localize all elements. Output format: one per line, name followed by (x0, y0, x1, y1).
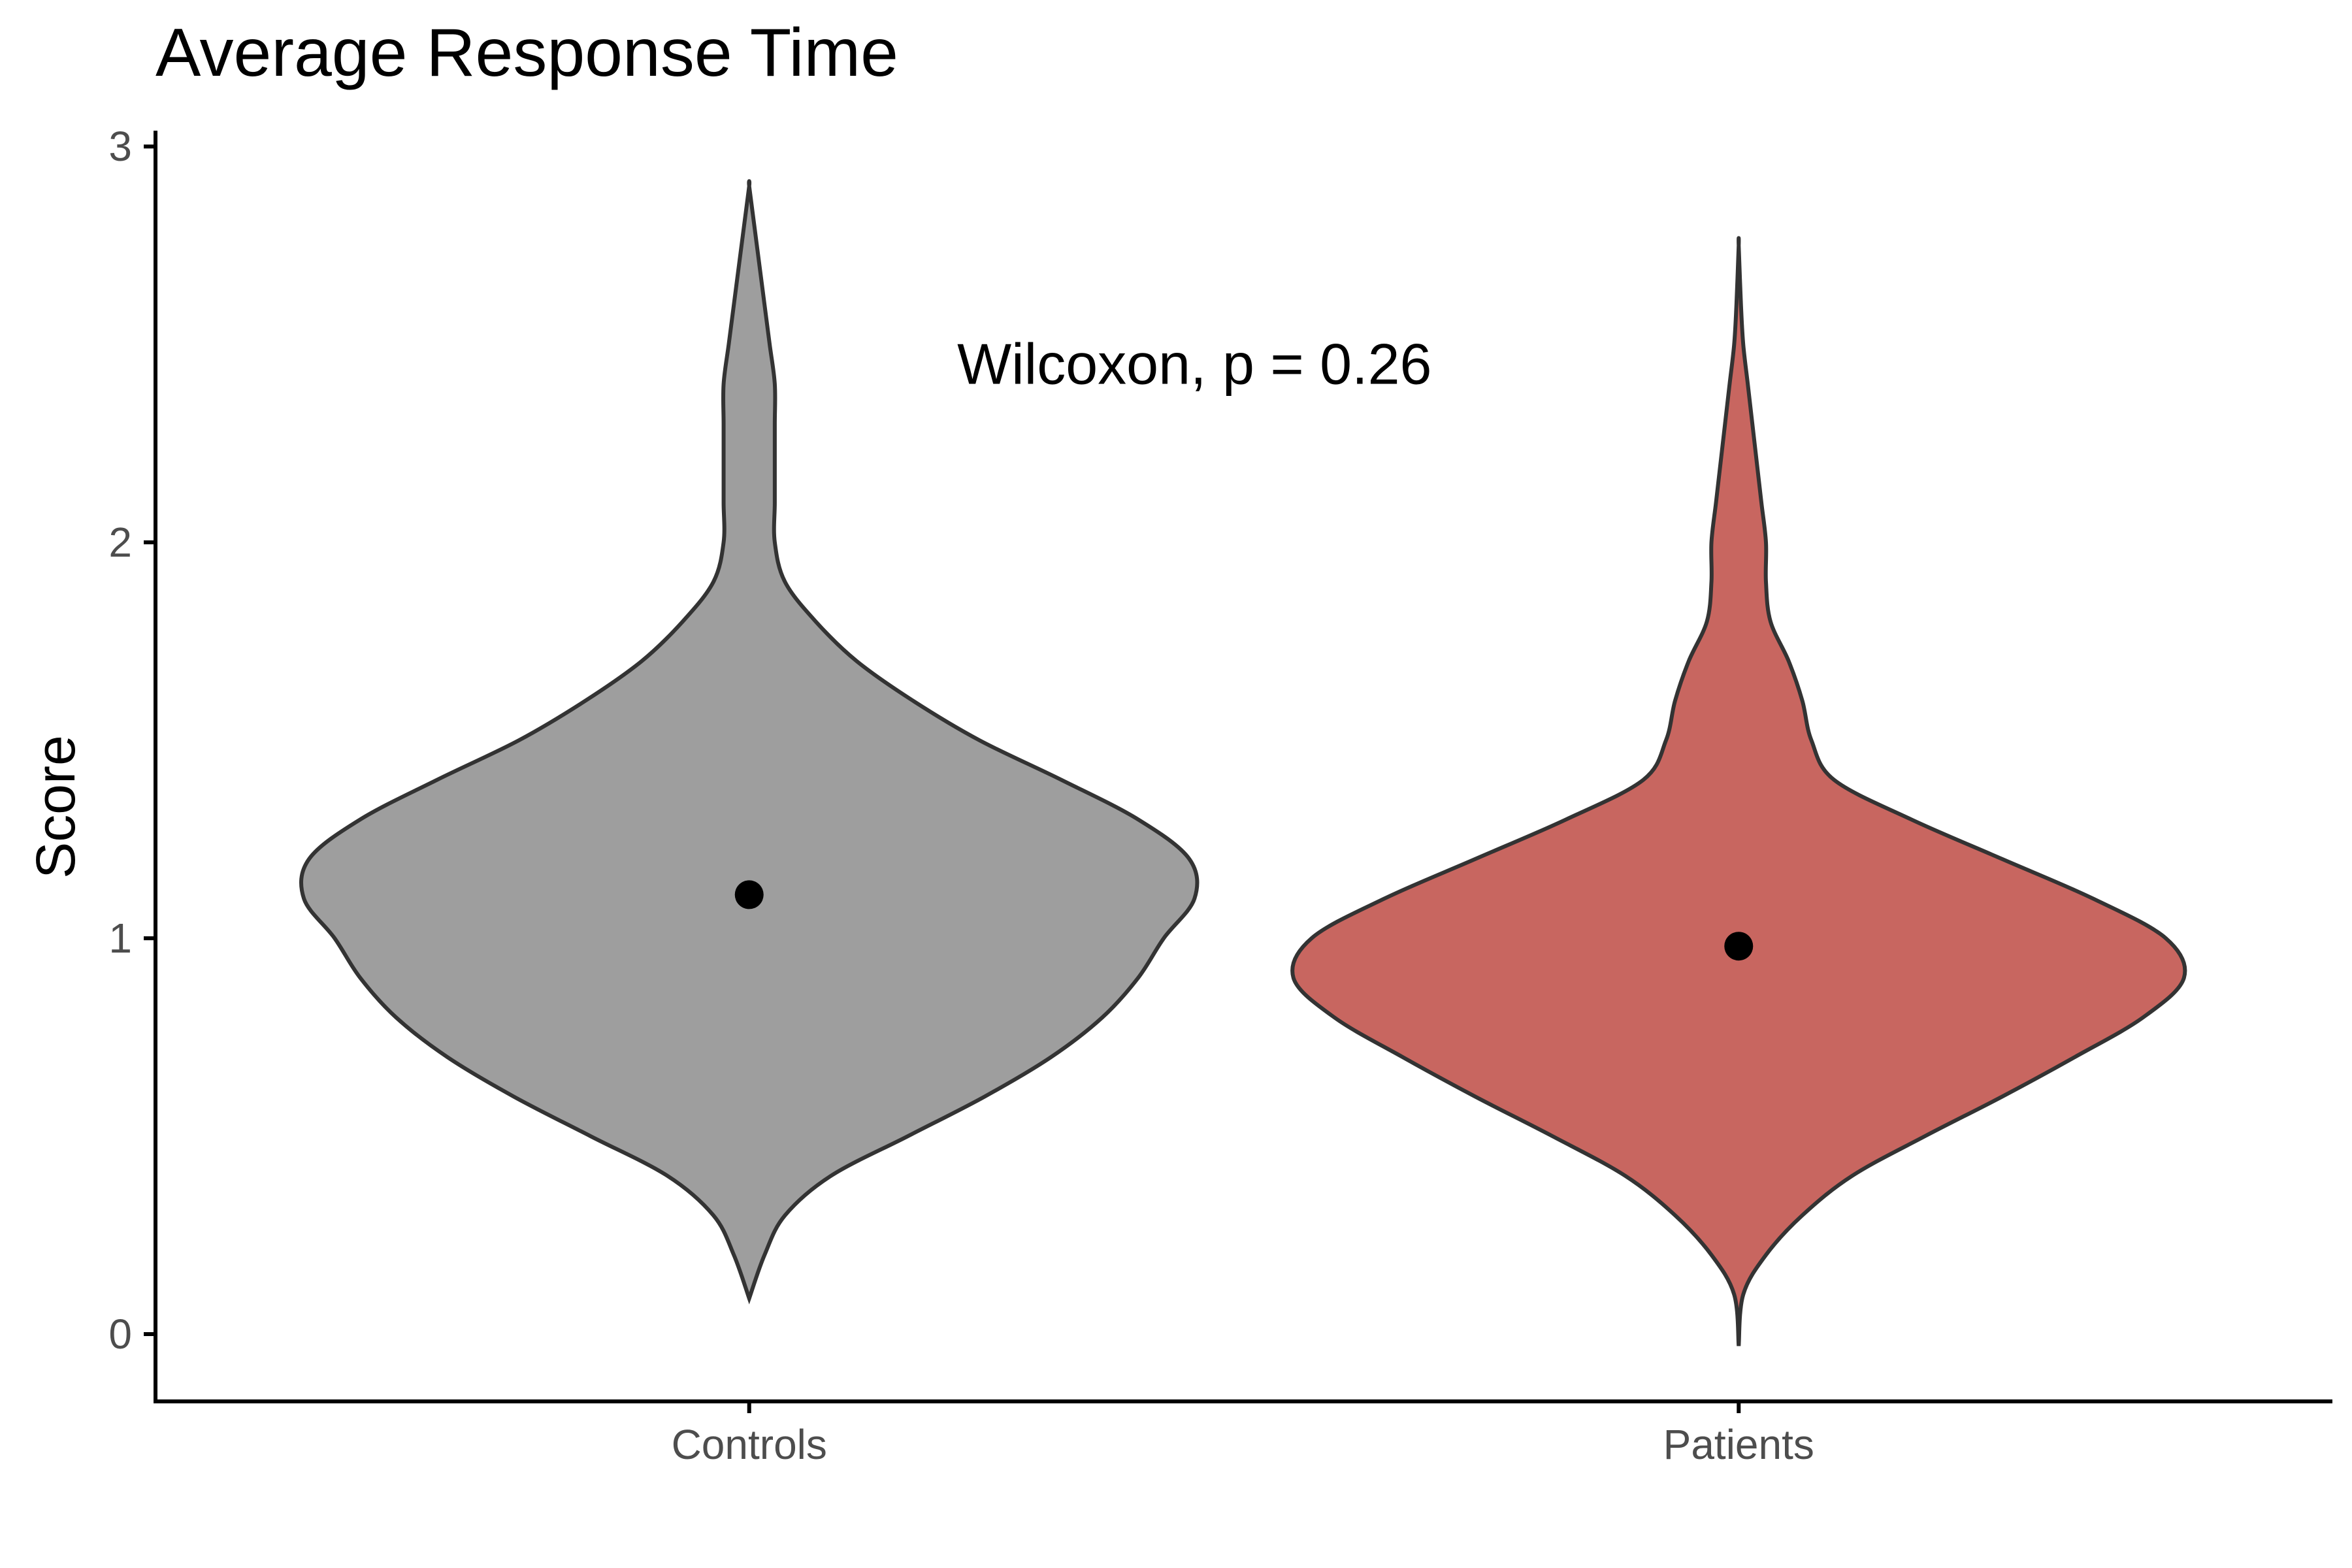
y-ticks-layer: 0 1 2 3 (108, 123, 155, 1358)
mean-point-patients (1724, 932, 1754, 961)
violin-controls (299, 179, 1200, 1305)
chart-title: Average Response Time (155, 15, 898, 91)
x-tick-label-controls: Controls (672, 1421, 827, 1468)
x-ticks-layer: Controls Patients (672, 1401, 1814, 1468)
y-tick-label: 0 (108, 1311, 132, 1358)
y-tick-label: 3 (108, 123, 132, 170)
mean-point-controls (734, 880, 764, 909)
violin-patients (1290, 236, 2187, 1347)
violins-layer (299, 179, 2187, 1347)
x-tick-label-patients: Patients (1663, 1421, 1814, 1468)
y-tick-label: 2 (108, 519, 132, 566)
wilcoxon-annotation: Wilcoxon, p = 0.26 (957, 331, 1431, 396)
y-tick-label: 1 (108, 915, 132, 962)
y-axis-label: Score (25, 735, 86, 878)
mean-points-layer (734, 880, 1754, 961)
